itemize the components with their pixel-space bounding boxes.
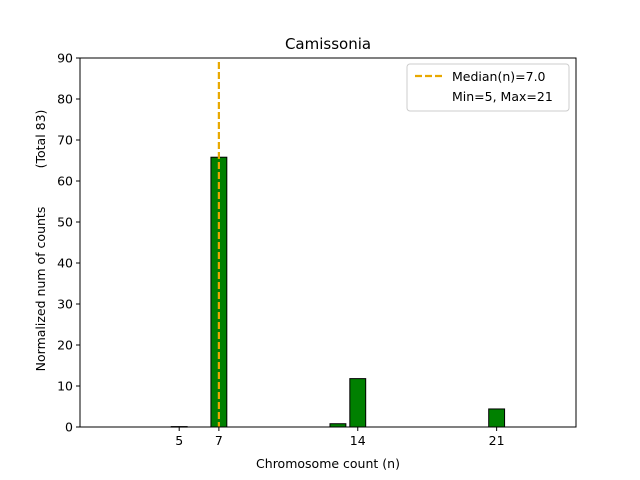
y-tick-label-20: 20 (57, 338, 73, 353)
bar-n-14 (349, 378, 367, 428)
x-axis-label: Chromosome count (n) (256, 456, 400, 471)
y-tick-label-80: 80 (57, 92, 73, 107)
y-axis-label: Normalized num of counts (33, 207, 48, 372)
x-tick-label-14: 14 (350, 433, 366, 448)
y-tick-label-10: 10 (57, 379, 73, 394)
x-axis-ticks: 5 7 14 21 (175, 427, 505, 448)
y-tick-label-60: 60 (57, 174, 73, 189)
legend-median-label: Median(n)=7.0 (452, 69, 546, 84)
chart-title: Camissonia (285, 35, 371, 53)
legend: Median(n)=7.0 Min=5, Max=21 (406, 63, 570, 112)
y-tick-label-90: 90 (57, 51, 73, 66)
bars-group (170, 156, 506, 428)
y-tick-label-0: 0 (65, 420, 73, 435)
legend-range-label: Min=5, Max=21 (452, 89, 553, 104)
x-tick-label-21: 21 (489, 433, 505, 448)
legend-box (406, 63, 570, 112)
y-axis-ticks: 0 10 20 30 40 50 60 70 80 90 (57, 51, 80, 435)
y-tick-label-70: 70 (57, 133, 73, 148)
y-axis-total-label: (Total 83) (33, 110, 48, 169)
y-tick-label-30: 30 (57, 297, 73, 312)
plot-frame (79, 57, 577, 428)
y-tick-label-50: 50 (57, 215, 73, 230)
x-tick-label-7: 7 (215, 433, 223, 448)
x-tick-label-5: 5 (175, 433, 183, 448)
y-tick-label-40: 40 (57, 256, 73, 271)
bar-n-21 (488, 408, 506, 428)
